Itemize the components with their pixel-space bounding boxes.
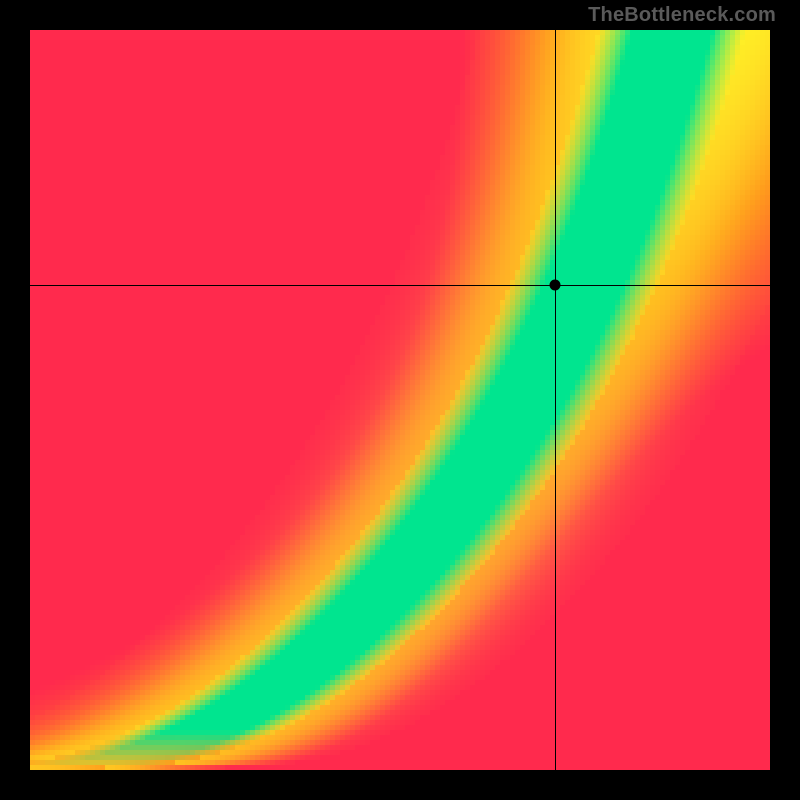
watermark-text: TheBottleneck.com <box>588 4 776 27</box>
chart-container: TheBottleneck.com <box>0 0 800 800</box>
crosshair-marker <box>550 280 561 291</box>
heatmap-canvas <box>30 30 770 770</box>
crosshair-horizontal <box>30 285 770 286</box>
crosshair-vertical <box>555 30 556 770</box>
